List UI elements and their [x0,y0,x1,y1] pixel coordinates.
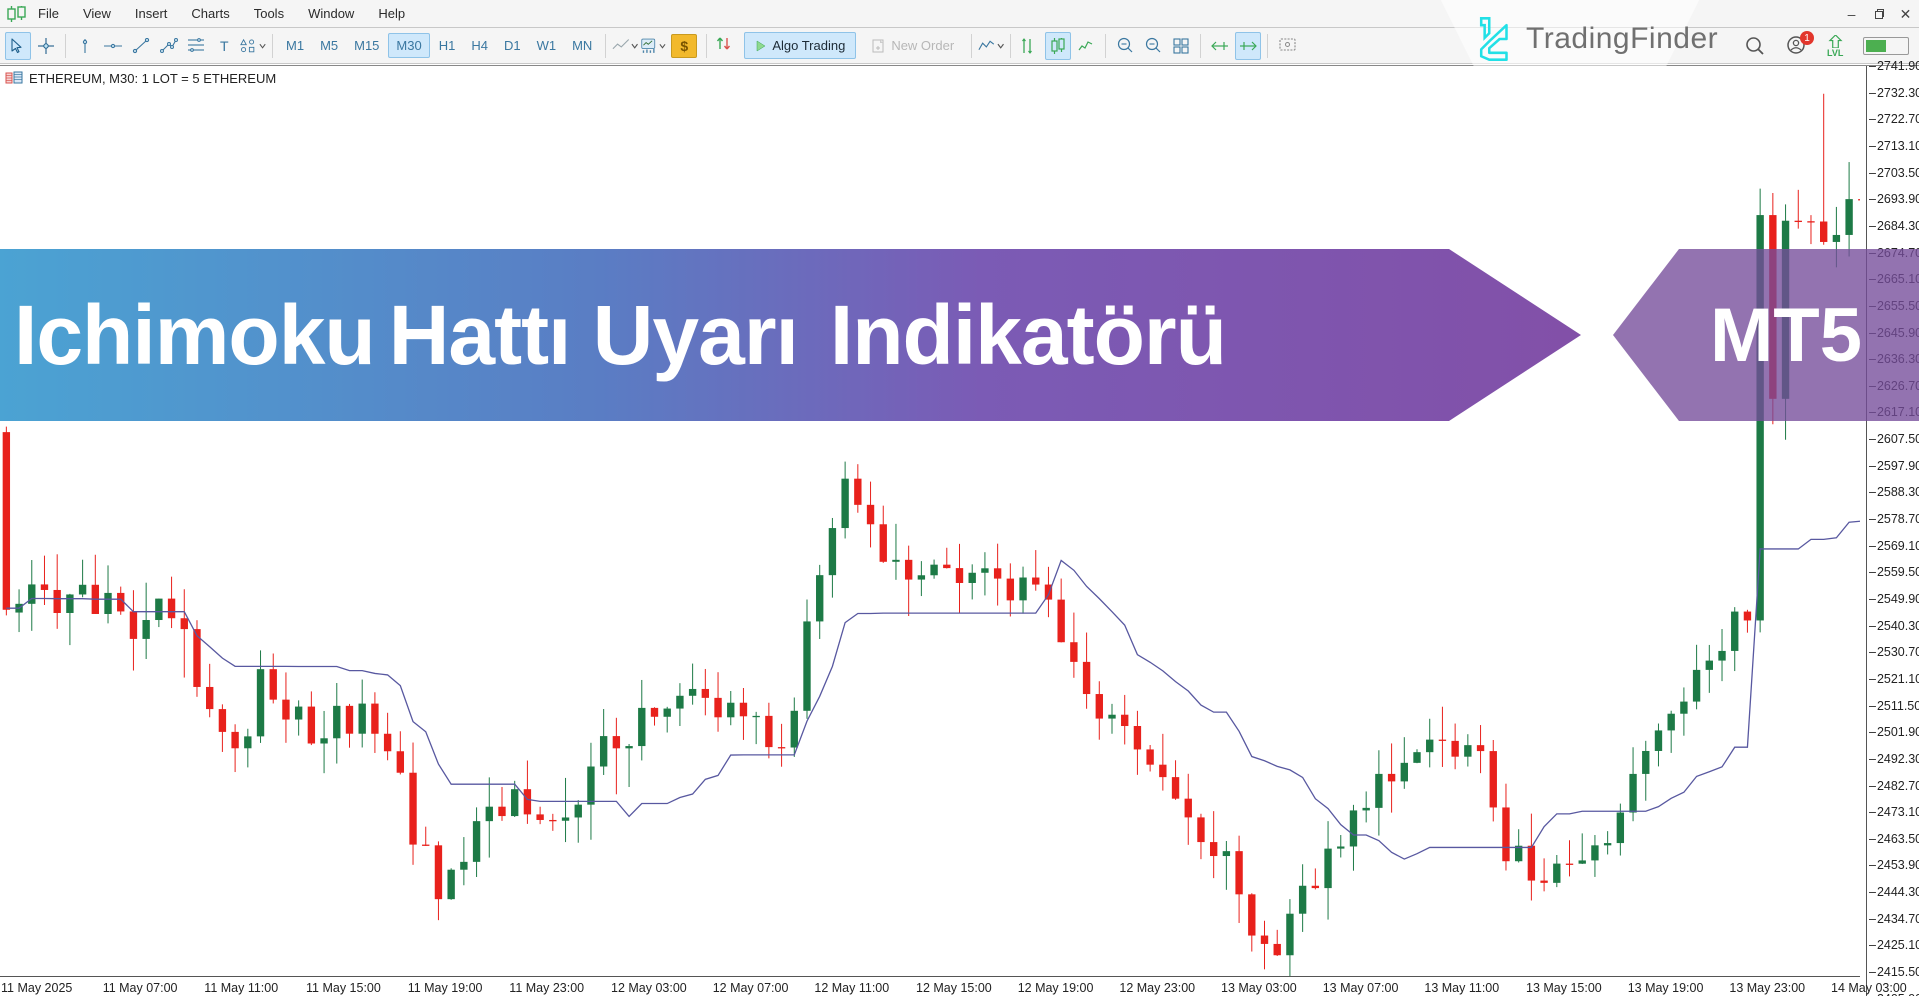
svg-text:T: T [220,38,229,54]
